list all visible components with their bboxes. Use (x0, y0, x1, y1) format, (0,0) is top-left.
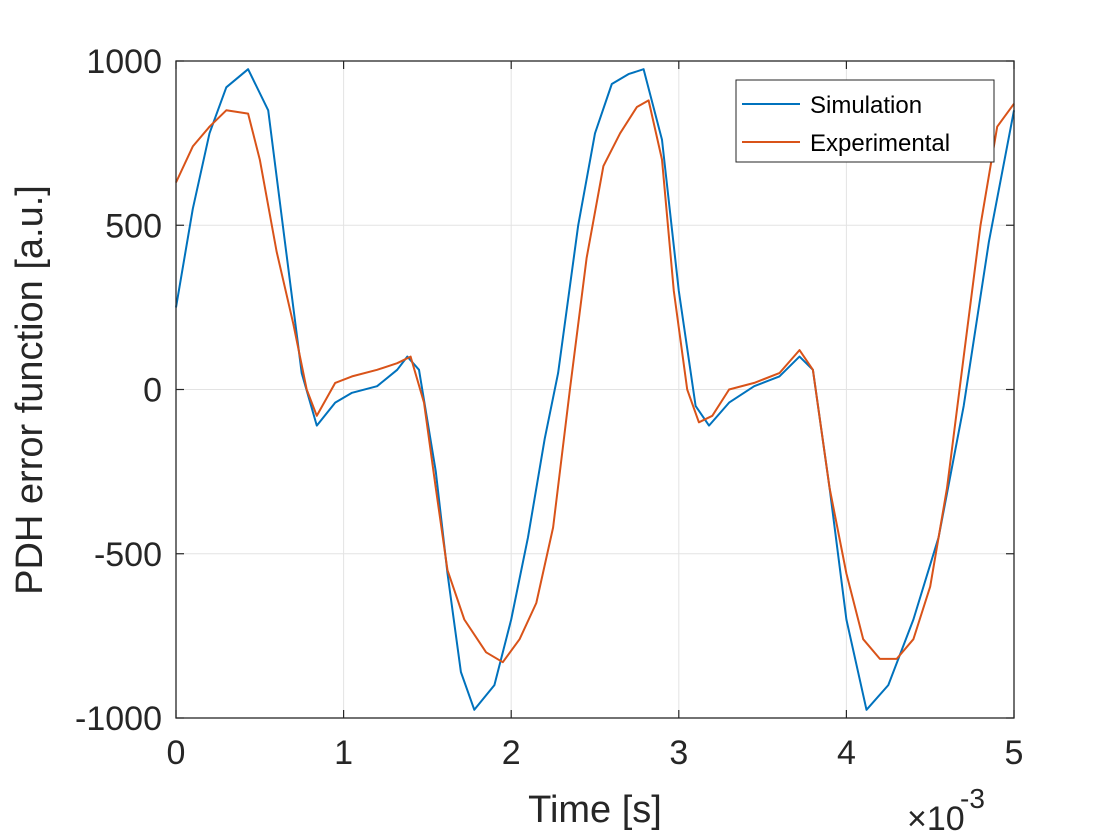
legend-label-experimental: Experimental (810, 130, 950, 157)
legend-box (735, 79, 995, 163)
x-tick-label: 0 (167, 734, 186, 772)
x-tick-label: 5 (1005, 734, 1024, 772)
y-tick-label: 500 (105, 207, 162, 245)
series-line-simulation (175, 68, 1015, 711)
x-exponent-power: -3 (960, 783, 985, 814)
y-tick-label: 0 (143, 372, 162, 410)
x-tick-label: 3 (669, 734, 688, 772)
y-axis-title: PDH error function [a.u.] (9, 185, 51, 595)
y-tick-label: -1000 (75, 700, 162, 738)
x-axis-title: Time [s] (528, 789, 662, 831)
tick-labels: 0 1 2 3 4 5 -1000 -500 0 500 1000 (75, 43, 1023, 772)
series-line-experimental (175, 99, 1015, 664)
legend-label-simulation: Simulation (810, 92, 922, 119)
x-tick-label: 4 (837, 734, 856, 772)
x-tick-label: 2 (502, 734, 521, 772)
x-tick-label: 1 (334, 734, 353, 772)
legend: Simulation Experimental (735, 79, 995, 163)
series-layer (175, 68, 1015, 711)
y-tick-label: -500 (94, 536, 162, 574)
x-exponent-base: ×10 (907, 800, 965, 838)
x-exponent-label: ×10 -3 (907, 783, 985, 838)
axis-ticks (175, 60, 1015, 719)
y-tick-label: 1000 (86, 43, 162, 81)
